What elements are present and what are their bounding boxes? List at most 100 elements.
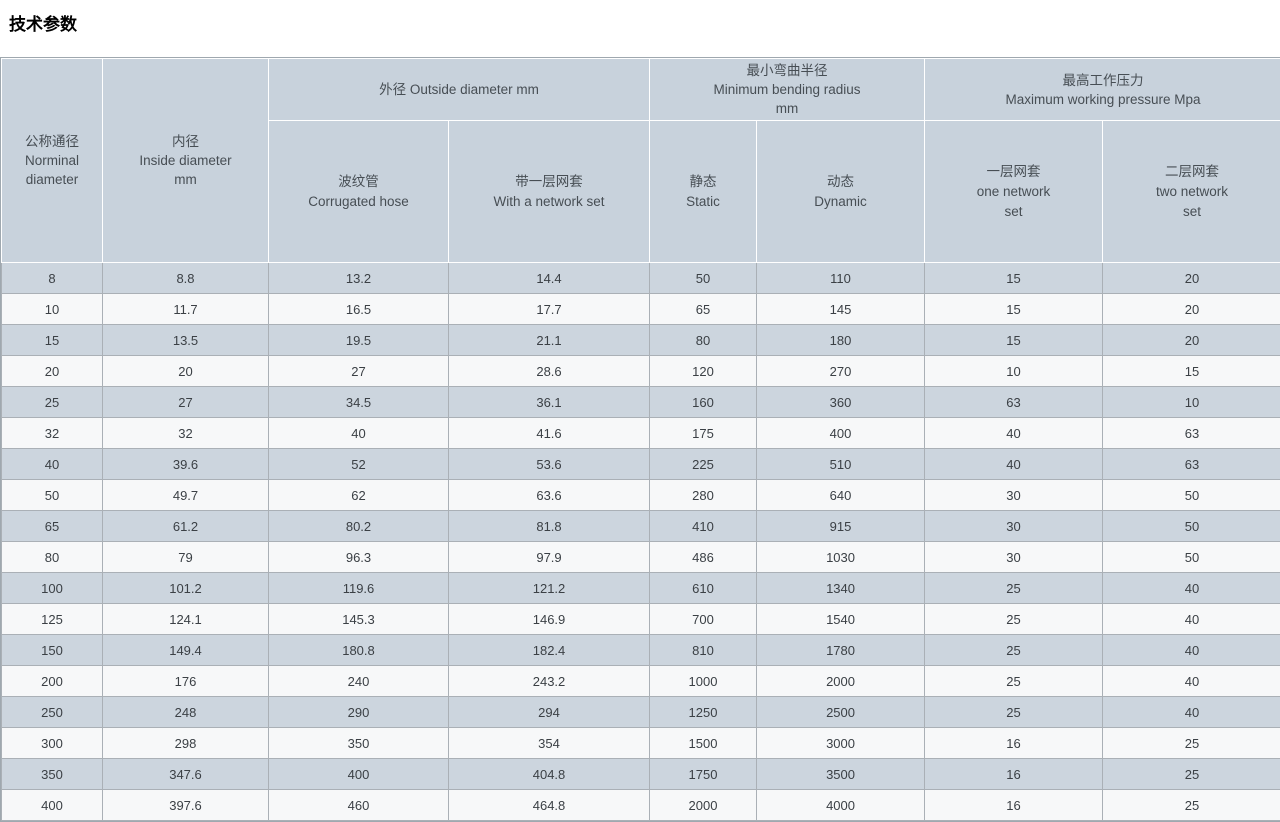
table-cell: 119.6: [269, 573, 449, 604]
table-cell: 810: [650, 635, 757, 666]
table-cell: 2500: [757, 697, 925, 728]
table-cell: 1780: [757, 635, 925, 666]
table-cell: 40: [1103, 573, 1280, 604]
table-cell: 182.4: [449, 635, 650, 666]
table-cell: 15: [925, 294, 1103, 325]
table-cell: 10: [925, 356, 1103, 387]
table-cell: 1250: [650, 697, 757, 728]
spec-table-container: 公称通径 Norminal diameter 内径 Inside diamete…: [0, 57, 1280, 822]
table-cell: 110: [757, 263, 925, 294]
table-cell: 248: [103, 697, 269, 728]
header-static: 静态 Static: [650, 121, 757, 263]
table-cell: 16.5: [269, 294, 449, 325]
table-cell: 510: [757, 449, 925, 480]
table-cell: 300: [2, 728, 103, 759]
table-cell: 36.1: [449, 387, 650, 418]
table-cell: 397.6: [103, 790, 269, 821]
table-cell: 120: [650, 356, 757, 387]
table-cell: 53.6: [449, 449, 650, 480]
header-outside-diameter-group: 外径 Outside diameter mm: [269, 59, 650, 121]
table-cell: 20: [1103, 294, 1280, 325]
table-cell: 243.2: [449, 666, 650, 697]
table-cell: 350: [2, 759, 103, 790]
table-cell: 16: [925, 759, 1103, 790]
table-cell: 25: [1103, 759, 1280, 790]
table-cell: 250: [2, 697, 103, 728]
header-min-bending-radius-group: 最小弯曲半径 Minimum bending radius mm: [650, 59, 925, 121]
table-cell: 8: [2, 263, 103, 294]
table-cell: 40: [1103, 635, 1280, 666]
table-cell: 180.8: [269, 635, 449, 666]
table-cell: 2000: [650, 790, 757, 821]
table-cell: 25: [925, 697, 1103, 728]
table-cell: 30: [925, 542, 1103, 573]
table-cell: 63.6: [449, 480, 650, 511]
table-cell: 25: [2, 387, 103, 418]
table-cell: 15: [925, 325, 1103, 356]
table-cell: 13.2: [269, 263, 449, 294]
table-cell: 410: [650, 511, 757, 542]
table-cell: 347.6: [103, 759, 269, 790]
table-cell: 1030: [757, 542, 925, 573]
table-cell: 25: [925, 666, 1103, 697]
table-cell: 61.2: [103, 511, 269, 542]
table-cell: 400: [757, 418, 925, 449]
table-cell: 30: [925, 480, 1103, 511]
table-cell: 40: [925, 449, 1103, 480]
table-cell: 50: [1103, 480, 1280, 511]
table-cell: 40: [269, 418, 449, 449]
table-cell: 1540: [757, 604, 925, 635]
table-cell: 101.2: [103, 573, 269, 604]
table-cell: 146.9: [449, 604, 650, 635]
table-cell: 25: [925, 573, 1103, 604]
header-corrugated-hose: 波纹管 Corrugated hose: [269, 121, 449, 263]
table-cell: 404.8: [449, 759, 650, 790]
page-title: 技术参数: [9, 15, 77, 34]
table-cell: 176: [103, 666, 269, 697]
table-cell: 145.3: [269, 604, 449, 635]
table-cell: 280: [650, 480, 757, 511]
table-cell: 640: [757, 480, 925, 511]
table-cell: 400: [2, 790, 103, 821]
header-with-network-set: 带一层网套 With a network set: [449, 121, 650, 263]
table-cell: 80: [2, 542, 103, 573]
table-cell: 400: [269, 759, 449, 790]
table-cell: 10: [2, 294, 103, 325]
table-cell: 65: [2, 511, 103, 542]
table-cell: 700: [650, 604, 757, 635]
table-cell: 40: [1103, 697, 1280, 728]
table-cell: 200: [2, 666, 103, 697]
table-cell: 2000: [757, 666, 925, 697]
table-cell: 350: [269, 728, 449, 759]
table-cell: 80.2: [269, 511, 449, 542]
table-cell: 10: [1103, 387, 1280, 418]
table-cell: 50: [1103, 511, 1280, 542]
header-nominal-diameter: 公称通径 Norminal diameter: [2, 59, 103, 263]
table-cell: 160: [650, 387, 757, 418]
header-row-groups: 公称通径 Norminal diameter 内径 Inside diamete…: [2, 59, 1280, 121]
table-cell: 79: [103, 542, 269, 573]
table-cell: 124.1: [103, 604, 269, 635]
table-cell: 298: [103, 728, 269, 759]
table-cell: 240: [269, 666, 449, 697]
table-cell: 464.8: [449, 790, 650, 821]
table-cell: 3500: [757, 759, 925, 790]
table-cell: 20: [2, 356, 103, 387]
table-cell: 19.5: [269, 325, 449, 356]
table-cell: 52: [269, 449, 449, 480]
table-cell: 16: [925, 790, 1103, 821]
table-cell: 17.7: [449, 294, 650, 325]
table-cell: 1500: [650, 728, 757, 759]
header-max-working-pressure-group: 最高工作压力 Maximum working pressure Mpa: [925, 59, 1280, 121]
table-cell: 270: [757, 356, 925, 387]
header-dynamic: 动态 Dynamic: [757, 121, 925, 263]
table-cell: 63: [1103, 449, 1280, 480]
table-cell: 15: [1103, 356, 1280, 387]
table-cell: 50: [650, 263, 757, 294]
table-cell: 40: [1103, 604, 1280, 635]
table-cell: 460: [269, 790, 449, 821]
